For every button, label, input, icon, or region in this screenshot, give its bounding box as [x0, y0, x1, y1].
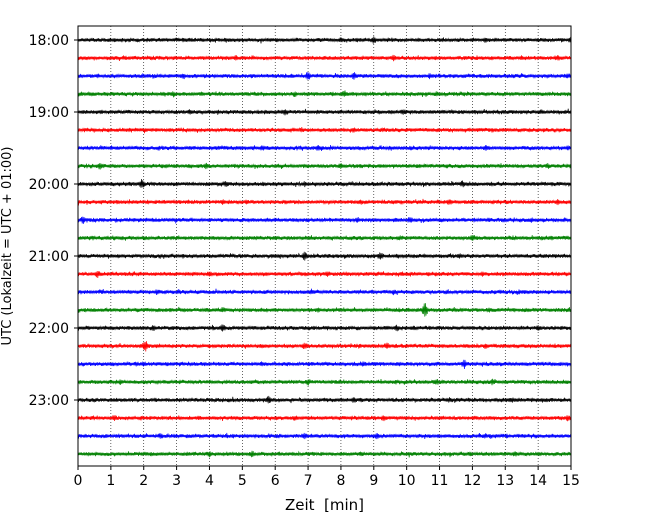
y-axis-label: UTC (Lokalzeit = UTC + 01:00) [0, 147, 15, 346]
x-tick-label: 14 [529, 473, 547, 489]
y-axis-ticks: 18:00 19:00 20:00 21:00 22:00 23:00 [29, 33, 78, 409]
trace-2015 [77, 198, 571, 206]
x-tick-label: 2 [139, 473, 148, 489]
x-tick-label: 5 [238, 473, 247, 489]
x-axis-label: Zeit [min] [285, 496, 364, 514]
y-tick-label: 18:00 [29, 33, 69, 49]
plot-frame [77, 25, 572, 467]
x-tick-label: 6 [271, 473, 280, 489]
x-axis-ticks: 0 1 2 3 4 5 6 7 8 9 10 11 12 13 14 15 [74, 466, 580, 489]
vertical-gridlines [110, 26, 539, 466]
x-tick-label: 0 [74, 473, 83, 489]
y-tick-label: 21:00 [29, 249, 69, 265]
y-tick-label: 22:00 [29, 321, 69, 337]
y-tick-label: 23:00 [29, 393, 69, 409]
y-tick-label: 19:00 [29, 105, 69, 121]
x-tick-label: 10 [398, 473, 416, 489]
x-tick-label: 8 [336, 473, 345, 489]
x-tick-label: 3 [172, 473, 181, 489]
x-tick-label: 15 [562, 473, 580, 489]
y-tick-label: 20:00 [29, 177, 69, 193]
x-tick-label: 4 [205, 473, 214, 489]
x-tick-label: 9 [369, 473, 378, 489]
x-tick-label: 13 [496, 473, 514, 489]
seismic-traces [77, 36, 571, 458]
x-tick-label: 12 [463, 473, 481, 489]
x-tick-label: 1 [106, 473, 115, 489]
x-tick-label: 11 [431, 473, 449, 489]
x-tick-label: 7 [304, 473, 313, 489]
